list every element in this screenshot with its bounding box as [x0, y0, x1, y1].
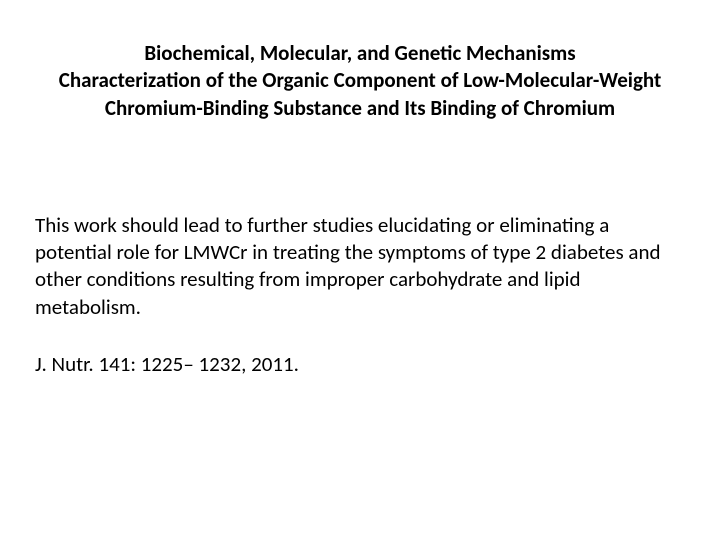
document-title: Biochemical, Molecular, and Genetic Mech… [30, 40, 690, 122]
title-line-1: Biochemical, Molecular, and Genetic Mech… [40, 40, 680, 67]
citation-text: J. Nutr. 141: 1225– 1232, 2011. [30, 351, 690, 378]
title-line-2: Characterization of the Organic Componen… [40, 67, 680, 122]
abstract-text: This work should lead to further studies… [30, 212, 690, 321]
